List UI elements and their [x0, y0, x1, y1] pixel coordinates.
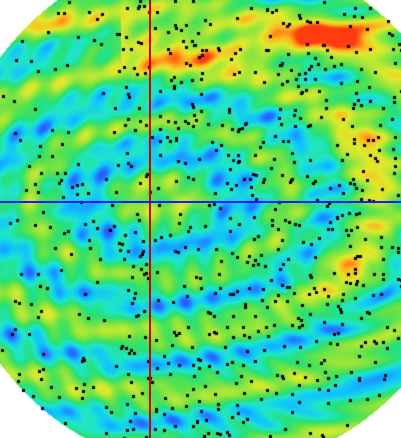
phase-portrait-heatmap [0, 0, 401, 438]
crosshair-overlay [0, 0, 401, 438]
